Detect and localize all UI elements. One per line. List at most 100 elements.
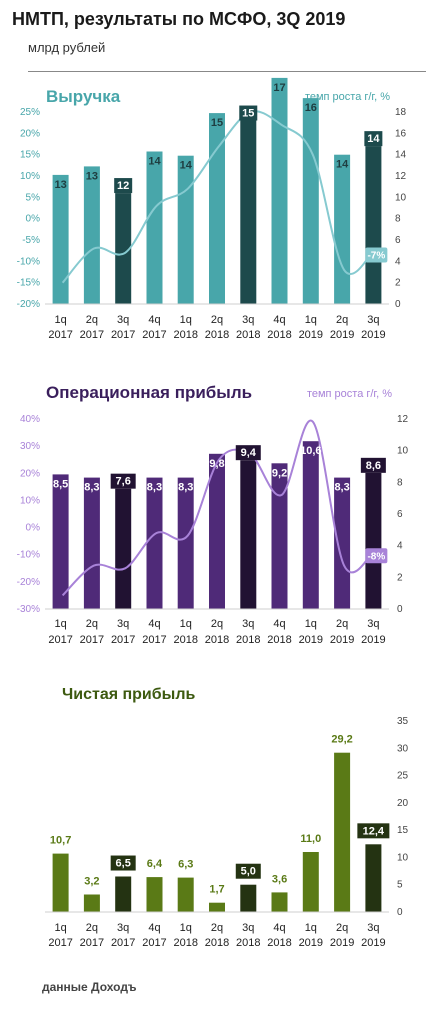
- bar-netprofit: [271, 892, 288, 912]
- left-tick-revenue: 10%: [20, 171, 40, 182]
- value-label-netprofit: 6,4: [147, 858, 163, 870]
- value-label-box-netprofit: [110, 855, 136, 871]
- category-year-opprofit: 2018: [267, 634, 291, 646]
- bar-netprofit: [52, 853, 69, 912]
- chart-title-revenue: Выручка: [46, 87, 121, 106]
- growth-label-opprofit: -8%: [367, 551, 385, 562]
- bar-opprofit: [302, 441, 319, 609]
- value-label-opprofit: 7,6: [116, 476, 131, 488]
- bar-opprofit: [271, 463, 288, 609]
- value-label-netprofit: 11,0: [300, 833, 321, 845]
- bar-netprofit: [115, 876, 132, 912]
- left-tick-opprofit: 20%: [20, 468, 40, 479]
- growth-label-box-revenue: [365, 247, 388, 263]
- value-label-revenue: 14: [180, 160, 193, 172]
- value-label-revenue: 15: [211, 117, 223, 129]
- category-year-netprofit: 2018: [173, 937, 197, 949]
- value-label-box-opprofit: [110, 473, 136, 489]
- category-year-revenue: 2018: [267, 329, 291, 341]
- category-year-opprofit: 2018: [173, 634, 197, 646]
- left-tick-revenue: -15%: [17, 278, 40, 289]
- bar-revenue: [334, 154, 351, 304]
- value-label-netprofit: 5,0: [241, 866, 256, 878]
- category-year-revenue: 2017: [80, 329, 104, 341]
- category-label-revenue: 2q: [211, 314, 223, 326]
- left-tick-revenue: -20%: [17, 299, 40, 310]
- bar-opprofit: [209, 453, 225, 609]
- chart-title-opprofit: Операционная прибыль: [46, 383, 252, 402]
- right-tick-opprofit: 0: [397, 604, 403, 615]
- right-tick-netprofit: 0: [397, 907, 403, 918]
- value-label-revenue: 14: [148, 155, 161, 167]
- category-year-netprofit: 2018: [205, 937, 229, 949]
- title-divider: [28, 71, 426, 72]
- category-year-opprofit: 2019: [361, 634, 385, 646]
- category-label-opprofit: 1q: [55, 618, 67, 630]
- category-year-netprofit: 2019: [361, 937, 385, 949]
- value-label-box-revenue: [364, 131, 383, 147]
- bar-revenue: [115, 193, 132, 304]
- category-label-revenue: 3q: [367, 314, 379, 326]
- category-label-revenue: 4q: [273, 314, 285, 326]
- category-label-revenue: 2q: [336, 314, 348, 326]
- right-tick-revenue: 2: [395, 278, 401, 289]
- left-tick-revenue: 20%: [20, 128, 40, 139]
- left-tick-opprofit: 30%: [20, 441, 40, 452]
- bar-opprofit: [177, 477, 194, 609]
- bar-opprofit: [52, 474, 69, 609]
- category-year-opprofit: 2017: [80, 634, 104, 646]
- bar-opprofit: [146, 477, 163, 609]
- right-tick-revenue: 18: [395, 107, 407, 118]
- left-tick-opprofit: 10%: [20, 495, 40, 506]
- category-label-opprofit: 1q: [180, 618, 192, 630]
- category-label-revenue: 1q: [180, 314, 192, 326]
- category-label-opprofit: 3q: [117, 618, 129, 630]
- value-label-box-opprofit: [360, 457, 386, 473]
- left-tick-revenue: 25%: [20, 107, 40, 118]
- right-tick-netprofit: 30: [397, 743, 409, 754]
- category-label-revenue: 3q: [117, 314, 129, 326]
- category-year-netprofit: 2017: [111, 937, 135, 949]
- value-label-opprofit: 9,4: [241, 447, 257, 459]
- category-year-opprofit: 2019: [330, 634, 354, 646]
- bar-netprofit: [83, 894, 100, 912]
- left-tick-opprofit: 0%: [26, 523, 41, 534]
- bar-netprofit: [209, 902, 225, 912]
- right-tick-opprofit: 2: [397, 572, 403, 583]
- value-label-opprofit: 8,3: [178, 482, 193, 494]
- category-year-revenue: 2018: [236, 329, 260, 341]
- category-label-netprofit: 4q: [273, 922, 285, 934]
- category-year-netprofit: 2019: [299, 937, 323, 949]
- bar-revenue: [177, 155, 194, 304]
- growth-line-revenue: [61, 110, 377, 284]
- value-label-opprofit: 9,8: [209, 458, 224, 470]
- bar-revenue: [83, 166, 100, 304]
- bar-netprofit: [240, 884, 257, 912]
- right-axis-label-revenue: темп роста г/г, %: [305, 91, 390, 103]
- right-tick-revenue: 8: [395, 214, 401, 225]
- category-year-revenue: 2018: [205, 329, 229, 341]
- category-year-netprofit: 2018: [267, 937, 291, 949]
- category-label-netprofit: 3q: [117, 922, 129, 934]
- value-label-netprofit: 6,3: [178, 859, 193, 871]
- value-label-opprofit: 8,3: [147, 482, 162, 494]
- bar-opprofit: [334, 477, 351, 609]
- bar-netprofit: [177, 877, 194, 912]
- right-tick-revenue: 4: [395, 256, 401, 267]
- right-axis-label-opprofit: темп роста г/г, %: [307, 388, 392, 400]
- bar-revenue: [271, 77, 288, 305]
- left-tick-revenue: -5%: [22, 235, 40, 246]
- category-year-opprofit: 2017: [48, 634, 72, 646]
- category-year-revenue: 2019: [299, 329, 323, 341]
- value-label-netprofit: 10,7: [50, 835, 71, 847]
- bar-revenue: [302, 98, 319, 304]
- category-label-revenue: 1q: [305, 314, 317, 326]
- left-tick-revenue: 0%: [26, 214, 41, 225]
- category-label-opprofit: 2q: [86, 618, 98, 630]
- source-note: данные Доходъ: [42, 980, 137, 994]
- value-label-opprofit: 8,3: [334, 482, 349, 494]
- bar-revenue: [365, 146, 382, 304]
- value-label-opprofit: 8,5: [53, 478, 68, 490]
- category-label-netprofit: 2q: [336, 922, 348, 934]
- page-subtitle: млрд рублей: [28, 40, 106, 55]
